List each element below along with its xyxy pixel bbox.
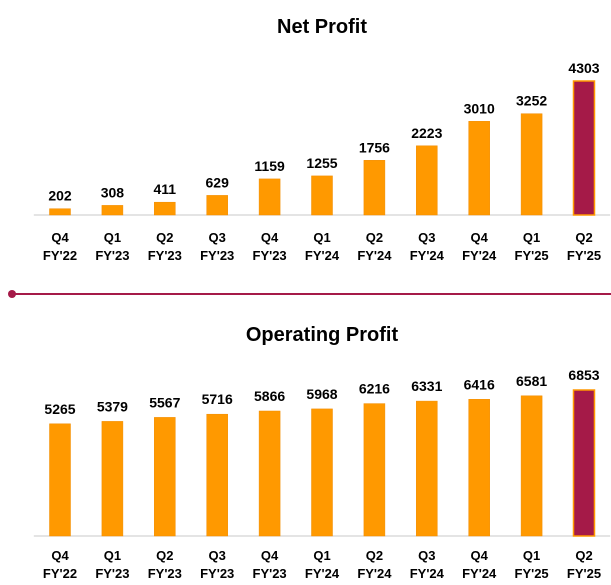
operating-profit-tick-label-year: FY'24 xyxy=(357,566,392,581)
net-profit-bar xyxy=(416,145,438,216)
divider-dot xyxy=(8,290,16,298)
operating-profit-bar xyxy=(206,413,228,537)
net-profit-bar xyxy=(206,195,228,216)
net-profit-tick-label-year: FY'24 xyxy=(357,248,392,263)
net-profit-bar xyxy=(572,80,596,216)
operating-profit-tick-label-quarter: Q2 xyxy=(156,548,173,563)
net-profit-tick-label-quarter: Q4 xyxy=(471,230,489,245)
net-profit-bar xyxy=(363,160,386,216)
operating-profit-tick-label-year: FY'22 xyxy=(43,566,77,581)
operating-profit-bar xyxy=(363,403,386,537)
operating-profit-tick-label-year: FY'25 xyxy=(515,566,549,581)
net-profit-tick-label-year: FY'24 xyxy=(462,248,497,263)
operating-profit-bar xyxy=(258,410,281,537)
operating-profit-tick-label-quarter: Q3 xyxy=(209,548,226,563)
net-profit-bar xyxy=(468,121,490,216)
operating-profit-tick-label-year: FY'23 xyxy=(200,566,234,581)
operating-profit-bar xyxy=(416,400,438,537)
net-profit-value-label: 3010 xyxy=(464,100,495,116)
operating-profit-tick-label-year: FY'25 xyxy=(567,566,601,581)
operating-profit-tick-label-year: FY'23 xyxy=(148,566,182,581)
operating-profit-tick-label-quarter: Q2 xyxy=(366,548,383,563)
net-profit-bar xyxy=(49,208,71,216)
net-profit-tick-label-year: FY'23 xyxy=(253,248,287,263)
operating-profit-chart: Operating Profit 5265Q4FY'225379Q1FY'235… xyxy=(33,324,611,581)
section-divider xyxy=(8,290,611,298)
operating-profit-chart-title: Operating Profit xyxy=(246,324,399,346)
operating-profit-tick-label-quarter: Q1 xyxy=(104,548,121,563)
net-profit-tick-label-year: FY'22 xyxy=(43,248,77,263)
operating-profit-tick-label-quarter: Q4 xyxy=(261,548,279,563)
net-profit-tick-label-quarter: Q2 xyxy=(366,230,383,245)
net-profit-chart-title: Net Profit xyxy=(277,16,367,38)
operating-profit-tick-label-year: FY'24 xyxy=(462,566,497,581)
net-profit-value-label: 2223 xyxy=(411,125,442,141)
net-profit-tick-label-quarter: Q3 xyxy=(418,230,435,245)
operating-profit-value-label: 5567 xyxy=(149,394,180,410)
operating-profit-tick-label-quarter: Q4 xyxy=(51,548,69,563)
net-profit-bar xyxy=(154,201,176,216)
net-profit-value-label: 411 xyxy=(154,181,177,197)
operating-profit-value-label: 6416 xyxy=(464,376,495,392)
operating-profit-bar xyxy=(468,399,490,537)
net-profit-tick-label-quarter: Q1 xyxy=(523,230,540,245)
net-profit-bar xyxy=(258,178,281,216)
operating-profit-tick-label-year: FY'23 xyxy=(95,566,129,581)
net-profit-tick-label-quarter: Q1 xyxy=(313,230,330,245)
operating-profit-bar xyxy=(572,389,596,537)
net-profit-tick-label-year: FY'25 xyxy=(515,248,549,263)
net-profit-tick-label-year: FY'24 xyxy=(410,248,445,263)
net-profit-tick-label-year: FY'24 xyxy=(305,248,340,263)
operating-profit-bar xyxy=(49,423,71,537)
net-profit-value-label: 1255 xyxy=(306,155,337,171)
net-profit-tick-label-quarter: Q4 xyxy=(261,230,279,245)
operating-profit-tick-label-quarter: Q2 xyxy=(575,548,592,563)
operating-profit-tick-label-quarter: Q4 xyxy=(471,548,489,563)
net-profit-tick-label-year: FY'23 xyxy=(148,248,182,263)
net-profit-tick-label-quarter: Q3 xyxy=(209,230,226,245)
operating-profit-bars: 5265 Q4 FY'22 5379 Q1 FY'23 5567 Q2 FY'23 5716 Q3 F… xyxy=(43,367,601,581)
operating-profit-bar xyxy=(154,417,176,537)
operating-profit-tick-label-quarter: Q3 xyxy=(418,548,435,563)
operating-profit-bar xyxy=(520,395,543,537)
net-profit-value-label: 629 xyxy=(206,174,230,190)
operating-profit-value-label: 6216 xyxy=(359,381,390,397)
net-profit-value-label: 202 xyxy=(48,188,72,204)
net-profit-value-label: 1159 xyxy=(254,158,285,174)
net-profit-bar xyxy=(520,113,543,216)
net-profit-tick-label-year: FY'25 xyxy=(567,248,601,263)
operating-profit-value-label: 6581 xyxy=(516,373,547,389)
operating-profit-tick-label-quarter: Q1 xyxy=(313,548,330,563)
operating-profit-tick-label-year: FY'24 xyxy=(305,566,340,581)
operating-profit-value-label: 6853 xyxy=(568,367,599,383)
net-profit-tick-label-quarter: Q1 xyxy=(104,230,121,245)
net-profit-tick-label-quarter: Q2 xyxy=(156,230,173,245)
net-profit-chart: Net Profit 202 Q4 FY'22 308 Q1 FY'23 411 Q2 FY'2… xyxy=(33,16,611,263)
net-profit-value-label: 3252 xyxy=(516,93,547,109)
net-profit-tick-label-year: FY'23 xyxy=(95,248,129,263)
operating-profit-value-label: 5866 xyxy=(254,388,285,404)
operating-profit-tick-label-year: FY'24 xyxy=(410,566,445,581)
operating-profit-value-label: 5716 xyxy=(202,391,233,407)
net-profit-tick-label-quarter: Q2 xyxy=(575,230,592,245)
net-profit-tick-label-quarter: Q4 xyxy=(51,230,69,245)
operating-profit-tick-label-quarter: Q1 xyxy=(523,548,540,563)
net-profit-value-label: 308 xyxy=(101,184,125,200)
operating-profit-value-label: 6331 xyxy=(411,378,442,394)
net-profit-tick-label-year: FY'23 xyxy=(200,248,234,263)
operating-profit-bar xyxy=(311,408,333,537)
net-profit-bars: 202 Q4 FY'22 308 Q1 FY'23 411 Q2 FY'23 629 Q3 FY'23… xyxy=(43,60,601,263)
operating-profit-tick-label-year: FY'23 xyxy=(253,566,287,581)
operating-profit-value-label: 5968 xyxy=(306,386,337,402)
operating-profit-value-label: 5379 xyxy=(97,398,128,414)
net-profit-bar xyxy=(101,205,124,216)
net-profit-bar xyxy=(311,175,333,216)
operating-profit-bar xyxy=(101,421,124,537)
operating-profit-value-label: 5265 xyxy=(44,401,75,417)
net-profit-value-label: 4303 xyxy=(568,60,599,76)
net-profit-value-label: 1756 xyxy=(359,139,390,155)
